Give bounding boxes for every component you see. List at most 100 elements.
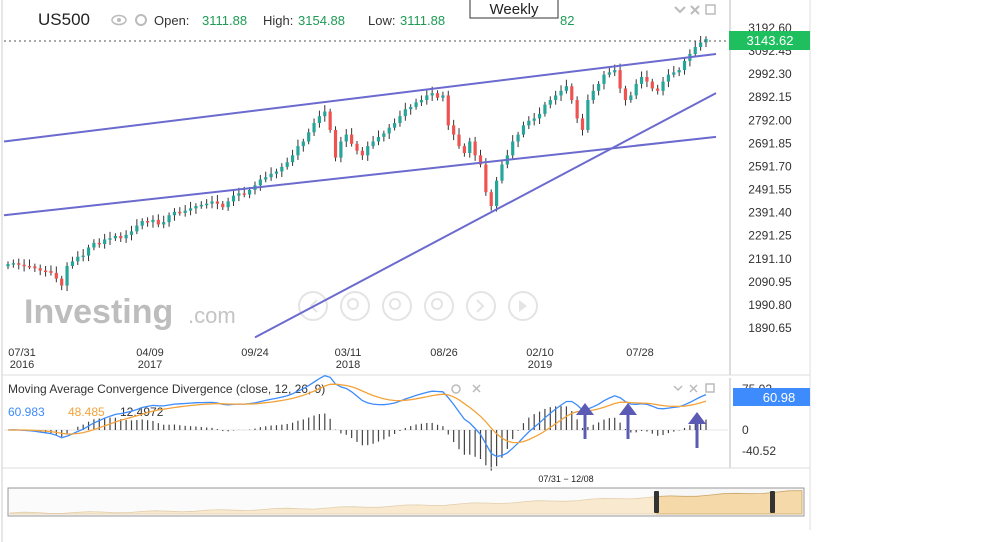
collapse-icon[interactable] bbox=[674, 6, 686, 14]
candle-body bbox=[188, 208, 193, 211]
trendlines-layer[interactable] bbox=[3, 52, 717, 339]
candle-body bbox=[398, 116, 402, 124]
macd-settings-icon[interactable] bbox=[451, 384, 461, 394]
candle-body bbox=[441, 95, 445, 98]
price-badge: 3143.62 bbox=[729, 31, 810, 50]
candle-body bbox=[92, 242, 96, 248]
candle bbox=[17, 258, 21, 270]
candle-body bbox=[312, 123, 316, 133]
time-tick-label: 09/24 bbox=[241, 347, 269, 359]
candle bbox=[629, 91, 633, 103]
candle-body bbox=[366, 146, 370, 156]
trendline[interactable] bbox=[3, 52, 717, 143]
navigator-handle-left[interactable] bbox=[654, 491, 659, 513]
candle-body bbox=[183, 210, 187, 213]
open-value: 3111.88 bbox=[202, 13, 247, 28]
candle bbox=[269, 167, 273, 181]
macd-maximize-icon[interactable] bbox=[705, 383, 715, 393]
price-tick-label: 2291.25 bbox=[748, 229, 792, 243]
candle bbox=[124, 230, 128, 243]
candle bbox=[183, 205, 187, 217]
macd-collapse-icon[interactable] bbox=[673, 385, 683, 392]
candle-body bbox=[317, 116, 322, 124]
candle-body bbox=[248, 189, 252, 195]
candle bbox=[86, 244, 91, 262]
candle bbox=[392, 118, 397, 131]
candle-body bbox=[269, 173, 273, 178]
macd-close-pane-icon[interactable] bbox=[689, 384, 698, 393]
candle-body bbox=[419, 100, 424, 103]
candle-body bbox=[97, 242, 101, 245]
candle bbox=[382, 130, 386, 142]
navigator-handle-right[interactable] bbox=[770, 491, 775, 513]
candle-body bbox=[478, 155, 483, 165]
candle bbox=[54, 266, 58, 283]
candle-body bbox=[462, 146, 466, 154]
candle bbox=[70, 256, 75, 269]
candle-body bbox=[376, 136, 381, 142]
reset-icon[interactable] bbox=[424, 291, 454, 321]
candle bbox=[704, 36, 708, 48]
candle-body bbox=[129, 231, 134, 235]
time-tick-year: 2016 bbox=[10, 359, 34, 371]
candle-body bbox=[65, 265, 69, 286]
candle-body bbox=[360, 150, 364, 156]
candle-body bbox=[199, 204, 203, 207]
candle bbox=[532, 112, 536, 126]
candle-body bbox=[570, 86, 574, 101]
candle bbox=[414, 98, 418, 110]
candle-body bbox=[580, 118, 585, 130]
candle bbox=[699, 35, 703, 51]
candle bbox=[371, 135, 375, 149]
candle bbox=[575, 96, 579, 124]
candle-body bbox=[656, 88, 660, 91]
price-tick-label: 2992.30 bbox=[748, 67, 792, 81]
trendline[interactable] bbox=[3, 135, 717, 217]
navigator-series bbox=[9, 490, 803, 515]
close-icon[interactable] bbox=[690, 5, 700, 15]
gear-icon[interactable] bbox=[135, 14, 147, 26]
candle-body bbox=[392, 123, 397, 128]
candle-body bbox=[602, 74, 606, 84]
candle-body bbox=[178, 211, 182, 214]
pan-right-icon[interactable] bbox=[466, 291, 496, 321]
timeframe-button[interactable]: Weekly bbox=[469, 0, 559, 19]
candle-body bbox=[70, 261, 75, 266]
candle bbox=[677, 67, 681, 77]
candle bbox=[188, 201, 193, 216]
maximize-icon[interactable] bbox=[705, 4, 716, 15]
candle bbox=[468, 137, 472, 158]
candle bbox=[226, 197, 230, 211]
candle-body bbox=[280, 166, 284, 172]
candle-body bbox=[672, 72, 676, 75]
time-tick-year: 2018 bbox=[336, 359, 360, 371]
navigator-window[interactable] bbox=[656, 489, 773, 515]
candle bbox=[564, 79, 568, 94]
candle bbox=[108, 231, 112, 245]
candle-body bbox=[194, 206, 198, 209]
eye-icon[interactable] bbox=[111, 14, 127, 26]
macd-close-icon[interactable] bbox=[472, 384, 481, 393]
candle bbox=[258, 174, 262, 191]
candle-body bbox=[17, 263, 21, 265]
macd-badge-value: 60.98 bbox=[763, 390, 796, 405]
candle bbox=[516, 131, 520, 148]
candle-body bbox=[108, 238, 112, 240]
pan-left-icon[interactable] bbox=[298, 291, 328, 321]
zoom-out-icon[interactable] bbox=[340, 291, 370, 321]
candle bbox=[398, 110, 402, 127]
candle bbox=[6, 261, 10, 270]
play-icon[interactable] bbox=[508, 291, 538, 321]
candle-body bbox=[339, 141, 343, 158]
candle-body bbox=[210, 201, 214, 204]
candle bbox=[333, 126, 338, 162]
trendline[interactable] bbox=[254, 92, 717, 339]
zoom-in-icon[interactable] bbox=[382, 291, 412, 321]
time-tick-label: 04/09 bbox=[136, 347, 164, 359]
candle bbox=[511, 135, 515, 160]
candle-body bbox=[274, 171, 279, 174]
candle-body bbox=[650, 81, 654, 89]
candle bbox=[597, 81, 601, 96]
candle bbox=[323, 105, 327, 122]
price-tick-label: 2591.70 bbox=[748, 159, 792, 173]
